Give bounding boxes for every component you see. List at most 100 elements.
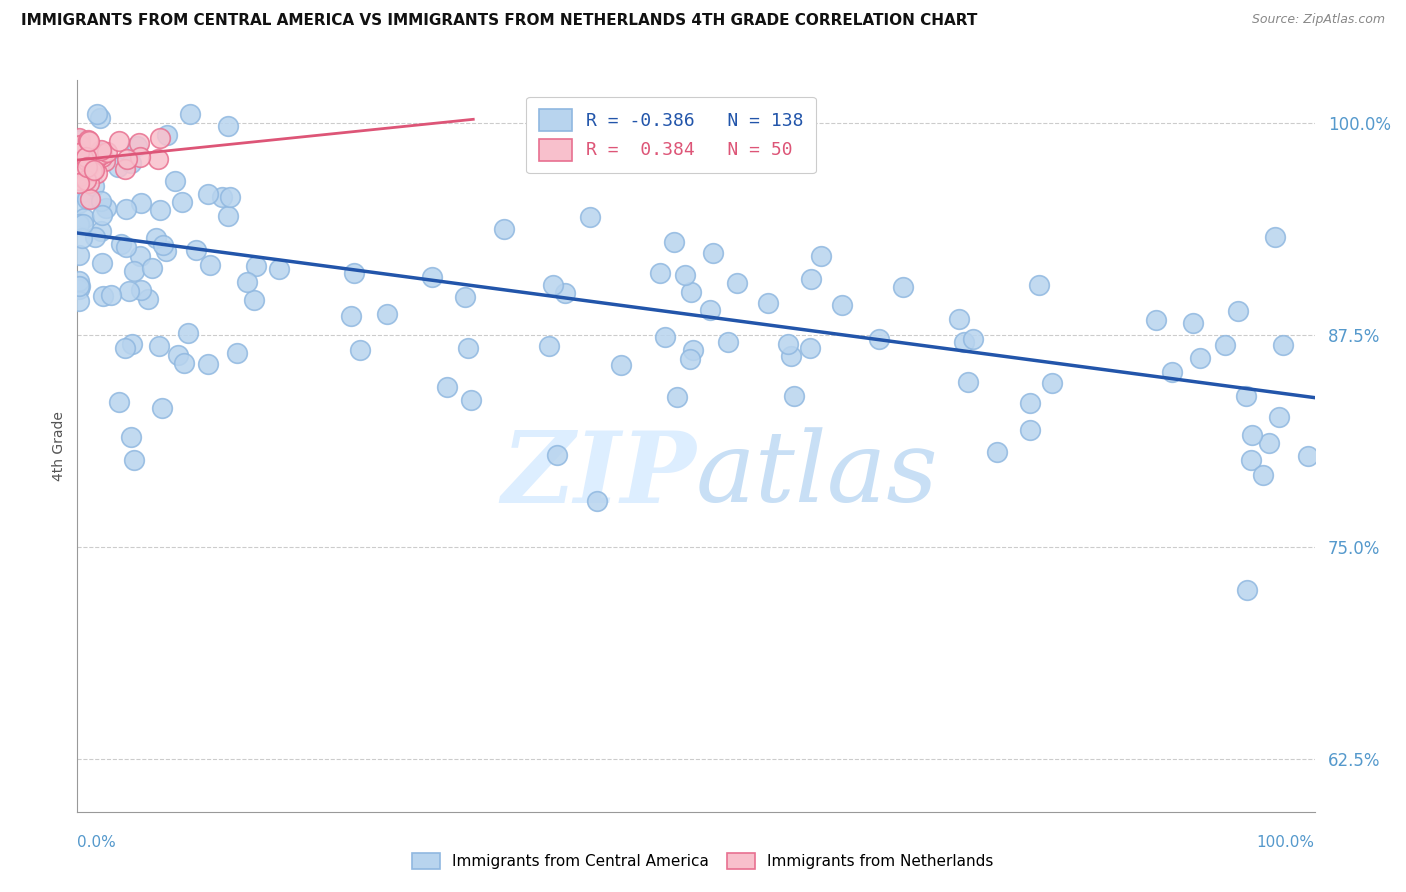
Point xyxy=(1028,278,1050,293)
Point xyxy=(125,138,148,153)
Point xyxy=(120,156,142,170)
Point xyxy=(717,334,740,349)
Point xyxy=(235,276,257,290)
Point xyxy=(756,295,779,310)
Point xyxy=(69,137,91,152)
Point xyxy=(67,293,90,308)
Point xyxy=(77,133,100,147)
Point xyxy=(538,339,561,353)
Point xyxy=(349,343,371,357)
Point xyxy=(70,169,93,184)
Point xyxy=(131,196,153,211)
Point xyxy=(86,107,108,121)
Point xyxy=(77,176,100,190)
Point xyxy=(1181,316,1204,330)
Point xyxy=(86,166,108,180)
Point xyxy=(115,202,138,216)
Point xyxy=(173,355,195,369)
Point xyxy=(1160,365,1182,379)
Point xyxy=(94,201,117,215)
Point xyxy=(177,326,200,340)
Point xyxy=(76,193,98,207)
Point xyxy=(70,185,93,199)
Point xyxy=(197,187,219,202)
Point xyxy=(375,307,398,321)
Point xyxy=(436,380,458,394)
Point xyxy=(67,146,90,161)
Point xyxy=(179,107,201,121)
Point xyxy=(70,161,93,176)
Point xyxy=(776,337,799,351)
Point xyxy=(75,151,97,165)
Point xyxy=(267,262,290,277)
Point xyxy=(1251,467,1274,482)
Text: ZIP: ZIP xyxy=(501,427,696,524)
Point xyxy=(152,238,174,252)
Point xyxy=(1234,389,1257,403)
Point xyxy=(76,153,98,168)
Point xyxy=(145,231,167,245)
Point xyxy=(72,159,94,173)
Point xyxy=(1189,351,1212,365)
Point xyxy=(197,357,219,371)
Point xyxy=(148,152,170,166)
Point xyxy=(1040,376,1063,391)
Point xyxy=(89,145,111,160)
Point xyxy=(107,134,129,148)
Point xyxy=(67,173,90,187)
Point xyxy=(120,430,142,444)
Point xyxy=(457,341,479,355)
Point xyxy=(610,358,633,372)
Point xyxy=(94,153,117,168)
Point xyxy=(219,190,242,204)
Point xyxy=(1267,410,1289,425)
Point xyxy=(67,162,90,177)
Point xyxy=(107,394,129,409)
Point xyxy=(148,339,170,353)
Point xyxy=(156,128,179,142)
Point xyxy=(665,390,688,404)
Point xyxy=(420,270,443,285)
Point xyxy=(167,348,190,362)
Legend: R = -0.386   N = 138, R =  0.384   N = 50: R = -0.386 N = 138, R = 0.384 N = 50 xyxy=(526,96,815,173)
Point xyxy=(79,134,101,148)
Point xyxy=(83,179,105,194)
Point xyxy=(664,235,686,249)
Point xyxy=(460,392,482,407)
Point xyxy=(343,266,366,280)
Point xyxy=(780,350,803,364)
Point xyxy=(149,202,172,217)
Point xyxy=(131,283,153,297)
Point xyxy=(90,194,112,209)
Point xyxy=(1227,303,1250,318)
Point xyxy=(67,148,90,162)
Point xyxy=(948,312,970,326)
Point xyxy=(117,284,139,298)
Point xyxy=(107,160,129,174)
Point xyxy=(67,160,90,174)
Text: IMMIGRANTS FROM CENTRAL AMERICA VS IMMIGRANTS FROM NETHERLANDS 4TH GRADE CORRELA: IMMIGRANTS FROM CENTRAL AMERICA VS IMMIG… xyxy=(21,13,977,29)
Point xyxy=(1258,436,1281,450)
Point xyxy=(69,133,91,147)
Point xyxy=(217,120,239,134)
Point xyxy=(986,445,1008,459)
Point xyxy=(579,210,602,224)
Point xyxy=(73,156,96,170)
Point xyxy=(725,276,748,290)
Point xyxy=(69,148,91,162)
Point xyxy=(124,263,146,277)
Point xyxy=(67,274,90,288)
Point xyxy=(554,285,576,300)
Point xyxy=(77,161,100,175)
Point xyxy=(957,375,980,389)
Point xyxy=(1215,338,1237,352)
Point xyxy=(69,154,91,169)
Point xyxy=(100,288,122,302)
Point xyxy=(80,164,103,178)
Point xyxy=(245,259,267,273)
Point xyxy=(93,288,115,302)
Point xyxy=(1144,313,1167,327)
Point xyxy=(128,136,150,150)
Point xyxy=(69,278,91,293)
Point xyxy=(1236,582,1258,597)
